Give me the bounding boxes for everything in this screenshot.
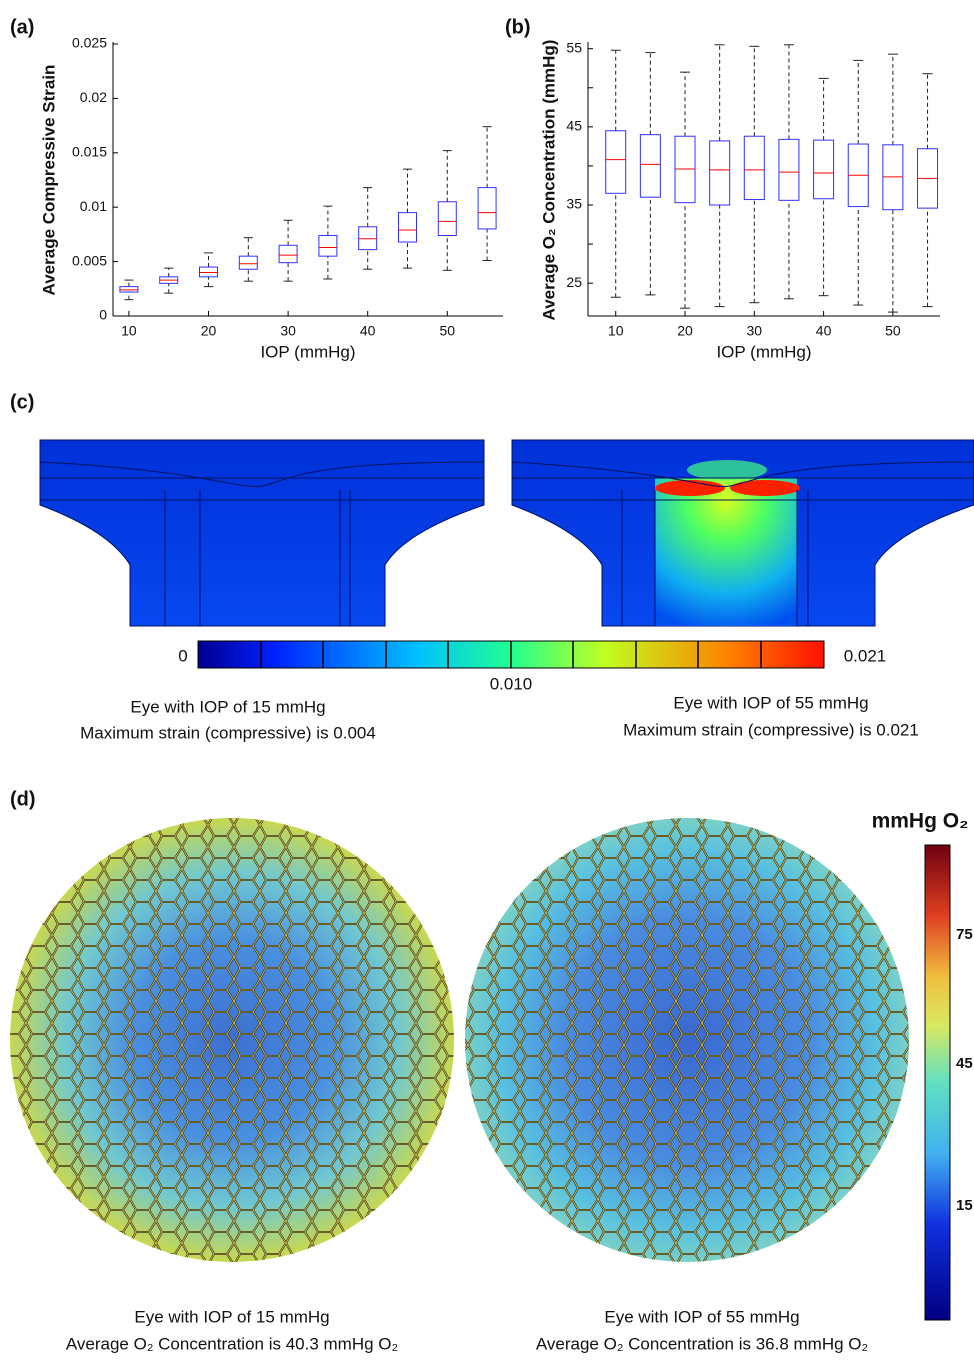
box xyxy=(199,266,219,278)
caption: Average O₂ Concentration is 36.8 mmHg O₂ xyxy=(536,1334,868,1353)
panel-label: (b) xyxy=(505,16,531,38)
x-tick-label: 10 xyxy=(608,323,624,339)
fem-right xyxy=(511,439,974,627)
y-tick-label: 55 xyxy=(566,39,582,55)
x-tick-label: 40 xyxy=(816,323,832,339)
panel-label: (c) xyxy=(10,391,34,413)
box xyxy=(709,140,731,206)
panel-label: (d) xyxy=(10,788,36,810)
panel-label: (a) xyxy=(10,16,34,38)
x-tick-label: 40 xyxy=(360,323,376,339)
x-tick-label: 50 xyxy=(885,323,901,339)
box xyxy=(358,226,378,251)
caption: Eye with IOP of 15 mmHg xyxy=(134,1307,329,1326)
y-axis-label: Average Compressive Strain xyxy=(39,65,58,296)
box xyxy=(397,212,417,243)
x-axis-label: IOP (mmHg) xyxy=(716,342,811,361)
fem-left xyxy=(39,439,485,627)
y-tick-label: 0.015 xyxy=(72,144,107,160)
x-tick-label: 30 xyxy=(747,323,763,339)
box xyxy=(639,134,661,198)
colorbar xyxy=(197,640,825,669)
colorbar-label: 0.010 xyxy=(490,674,533,693)
caption: Eye with IOP of 55 mmHg xyxy=(673,693,868,712)
colorbar-label: 0.021 xyxy=(844,646,887,665)
box xyxy=(278,244,298,264)
y-tick-label: 0.01 xyxy=(80,198,107,214)
caption: Average O₂ Concentration is 40.3 mmHg O₂ xyxy=(66,1334,398,1353)
caption: Eye with IOP of 55 mmHg xyxy=(604,1307,799,1326)
y-axis-label: Average O₂ Concentration (mmHg) xyxy=(539,40,558,321)
x-tick-label: 20 xyxy=(201,323,217,339)
o2-map-left xyxy=(10,818,454,1262)
box xyxy=(778,138,800,201)
y-tick-label: 0 xyxy=(99,307,107,323)
y-tick-label: 45 xyxy=(566,118,582,134)
x-tick-label: 30 xyxy=(280,323,296,339)
colorbar xyxy=(924,844,951,1321)
y-tick-label: 35 xyxy=(566,196,582,212)
y-tick-label: 25 xyxy=(566,274,582,290)
caption: Maximum strain (compressive) is 0.004 xyxy=(80,723,376,742)
box xyxy=(813,139,835,200)
box xyxy=(477,187,497,230)
box xyxy=(238,255,258,270)
box xyxy=(437,201,457,236)
box xyxy=(605,130,627,194)
colorbar-label: 0 xyxy=(178,646,187,665)
colorbar-title: mmHg O₂ xyxy=(872,810,969,833)
caption: Maximum strain (compressive) is 0.021 xyxy=(623,720,919,739)
colorbar-label: 15 xyxy=(956,1197,973,1214)
x-tick-label: 20 xyxy=(677,323,693,339)
y-tick-label: 0.005 xyxy=(72,252,107,268)
caption: Eye with IOP of 15 mmHg xyxy=(130,697,325,716)
box xyxy=(119,286,139,293)
colorbar-label: 75 xyxy=(956,926,973,943)
y-tick-label: 0.025 xyxy=(72,35,107,51)
x-tick-label: 50 xyxy=(439,323,455,339)
o2-map-right xyxy=(465,818,909,1262)
colorbar-label: 45 xyxy=(956,1055,973,1072)
box xyxy=(318,234,338,257)
x-axis-label: IOP (mmHg) xyxy=(260,342,355,361)
box xyxy=(743,135,765,201)
y-tick-label: 0.02 xyxy=(80,89,107,105)
x-tick-label: 10 xyxy=(121,323,137,339)
charts: (a) 0 0.005 0.01 0.015 0.02 0.025 10 20 30 40 50 IOP… xyxy=(10,16,940,361)
